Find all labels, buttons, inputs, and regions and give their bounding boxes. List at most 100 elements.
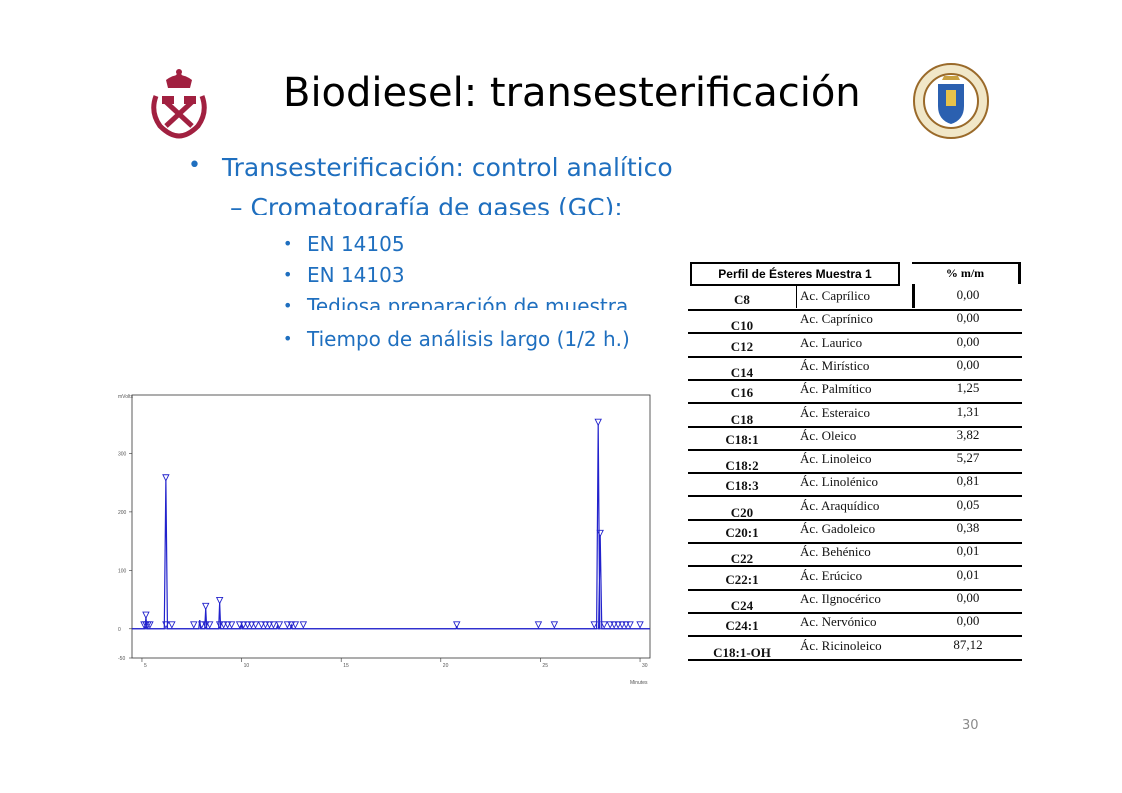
table-row: C22:1 Ác. Erúcico 0,01	[688, 566, 1022, 591]
table-header: Perfil de Ésteres Muestra 1 % m/m	[688, 262, 1022, 286]
slide-title: Biodiesel: transesterificación	[283, 70, 861, 116]
y-tick-label: 0	[118, 627, 121, 633]
peak-marker	[162, 621, 170, 629]
row-value: 0,00	[956, 287, 980, 302]
row-value: 0,00	[956, 310, 980, 326]
row-value: 0,05	[956, 496, 980, 512]
peak-top-marker	[162, 474, 170, 482]
peak-marker	[550, 621, 559, 629]
page-number: 30	[962, 718, 979, 733]
sub-bullet-clip: • Tediosa preparación de muestra	[280, 294, 660, 310]
peak-marker	[219, 621, 228, 629]
chart-ticks: 300 200 100 0 -50 5 10 15 20 25 30	[118, 451, 648, 669]
bullet-analytic-control: Transesterificación: control analítico	[222, 153, 673, 182]
chart-frame	[131, 394, 651, 659]
row-code: C12	[730, 338, 754, 354]
sub-bullet-analysis-time: Tiempo de análisis largo (1/2 h.)	[307, 327, 630, 351]
peak-marker	[453, 621, 461, 629]
peak-marker	[146, 621, 154, 629]
table-row: C10 Ac. Caprínico 0,00	[688, 309, 1022, 335]
row-code: C18:1	[725, 431, 759, 447]
row-acid-name: Ac. Caprílico	[800, 288, 871, 303]
row-acid-name: Ác. Ricinoleico	[800, 637, 882, 653]
y-tick-label: 200	[118, 510, 127, 516]
peak-marker	[265, 621, 274, 629]
table-row: C8 Ac. Caprílico 0,00	[688, 286, 1022, 311]
table-header-right: % m/m	[912, 262, 1021, 284]
table-row: C18 Ác. Esteraico 1,31	[688, 403, 1022, 428]
x-axis-label: Minutes	[630, 680, 648, 686]
row-code: C16	[730, 385, 754, 401]
peak-marker	[215, 621, 224, 629]
peak-marker	[275, 621, 284, 629]
table-row: C16 Ác. Palmítico 1,25	[688, 379, 1022, 405]
row-value: 5,27	[956, 450, 980, 466]
table-row: C14 Ác. Mirístico 0,00	[688, 356, 1022, 381]
row-code: C18:2	[725, 458, 759, 474]
sub-bullet-en14105: EN 14105	[307, 232, 405, 256]
row-value: 0,01	[956, 566, 980, 582]
row-code: C18:3	[725, 478, 759, 494]
peak-marker	[235, 621, 244, 629]
table-row: C22 Ác. Behénico 0,01	[688, 542, 1022, 568]
chart-trace	[132, 424, 650, 630]
row-code: C14	[730, 364, 754, 380]
row-value: 1,31	[956, 403, 980, 419]
x-tick-label: 10	[244, 663, 250, 669]
table-row: C18:1 Ác. Oleico 3,82	[688, 426, 1022, 451]
peak-marker	[243, 621, 252, 629]
table-row: C24 Ac. Ilgnocérico 0,00	[688, 589, 1022, 614]
row-acid-name: Ac. Caprínico	[800, 311, 873, 327]
row-code: C8	[734, 292, 750, 307]
y-tick-label: 300	[118, 451, 127, 457]
chart-markers	[140, 418, 644, 629]
bullet-dot: •	[188, 153, 201, 178]
sub-bullet-dot: •	[283, 265, 293, 284]
peak-marker	[626, 621, 634, 629]
peak-marker	[618, 621, 626, 629]
bullet-gc-clip: – Cromatografía de gases (GC):	[230, 193, 670, 215]
peak-marker	[247, 621, 256, 629]
peak-marker	[205, 621, 214, 629]
sub-bullet-sample-prep: Tediosa preparación de muestra	[307, 294, 629, 310]
chromatogram-trace	[132, 424, 650, 630]
peak-marker	[168, 621, 176, 629]
x-tick-label: 15	[343, 663, 349, 669]
peak-marker	[636, 621, 644, 629]
x-tick-label: 30	[642, 663, 648, 669]
table-row: C18:2 Ác. Linoleico 5,27	[688, 449, 1022, 475]
sub-bullet-dot: •	[283, 296, 293, 310]
row-acid-name: Ác. Esteraico	[800, 404, 871, 420]
peak-top-marker	[201, 602, 210, 611]
peak-marker	[610, 621, 618, 629]
row-acid-name: Ác. Oleico	[800, 427, 857, 443]
row-code: C20:1	[725, 525, 759, 540]
row-value: 0,00	[956, 613, 980, 629]
peak-marker	[223, 621, 232, 629]
peak-marker	[534, 621, 543, 629]
peak-marker	[287, 621, 296, 629]
table-separator	[912, 284, 915, 308]
sub-bullet-dot: •	[283, 234, 293, 253]
row-value: 0,00	[956, 333, 980, 349]
upm-university-seal-logo	[913, 63, 989, 139]
peak-top-marker	[215, 597, 224, 605]
bullet-gc-text: Cromatografía de gases (GC):	[250, 193, 623, 215]
row-acid-name: Ác. Mirístico	[800, 357, 870, 373]
row-code: C24	[730, 597, 754, 613]
row-acid-name: Ác. Linolénico	[800, 474, 878, 490]
bullet-gas-chromatography: – Cromatografía de gases (GC):	[230, 193, 623, 215]
row-value: 0,01	[956, 543, 980, 559]
y-axis-label: mVolts	[118, 394, 134, 400]
row-code: C18	[730, 411, 754, 427]
row-code: C10	[730, 318, 754, 334]
peak-marker	[190, 621, 198, 629]
row-value: 1,25	[956, 380, 980, 396]
x-tick-label: 20	[443, 663, 449, 669]
row-acid-name: Ac. Laurico	[800, 334, 863, 350]
plot-border	[131, 394, 651, 659]
peak-marker	[614, 621, 622, 629]
peak-marker	[257, 621, 266, 629]
row-acid-name: Ác. Linoleico	[800, 451, 872, 467]
row-value: 0,00	[956, 356, 980, 372]
